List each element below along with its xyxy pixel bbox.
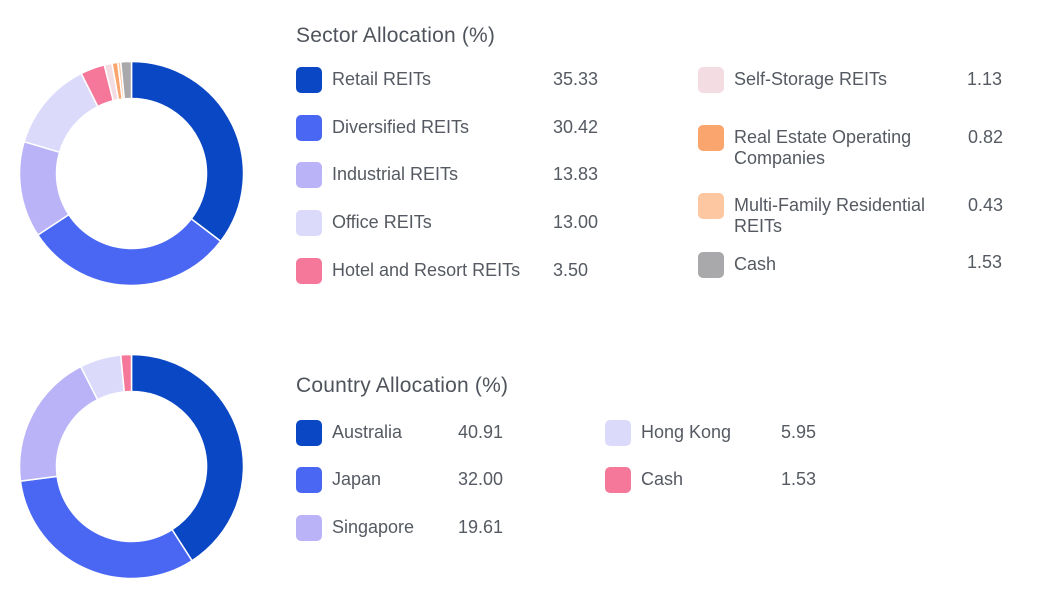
sector-legend-item-diversified-reits: Diversified REITs	[296, 115, 547, 141]
sector-legend-item-multi-family-residential-reits: Multi-Family Residential REITs	[698, 193, 959, 237]
legend-label: Hotel and Resort REITs	[332, 260, 521, 280]
country-legend-item-singapore: Singapore	[296, 515, 462, 541]
legend-swatch	[698, 252, 724, 278]
legend-swatch	[296, 515, 322, 541]
slice-diversified-reits	[36, 213, 222, 286]
country-legend-item-australia: Australia	[296, 420, 462, 446]
sector-legend-value-industrial-reits: 13.83	[553, 164, 599, 184]
sector-chart-title: Sector Allocation (%)	[296, 24, 496, 47]
sector-legend-item-industrial-reits: Industrial REITs	[296, 162, 547, 188]
sector-legend-item-hotel-and-resort-reits: Hotel and Resort REITs	[296, 258, 547, 284]
legend-swatch	[296, 467, 322, 493]
legend-swatch	[296, 115, 322, 141]
country-legend-item-japan: Japan	[296, 467, 462, 493]
sector-legend-value-multi-family-residential-reits: 0.43	[968, 195, 1004, 215]
legend-label: Hong Kong	[641, 422, 732, 442]
legend-label: Singapore	[332, 517, 415, 537]
country-donut-chart	[19, 354, 244, 579]
sector-legend-value-diversified-reits: 30.42	[553, 117, 599, 137]
legend-label: Self-Storage REITs	[734, 69, 888, 89]
legend-swatch	[698, 67, 724, 93]
legend-label: Office REITs	[332, 212, 432, 232]
sector-legend-item-real-estate-operating-companies: Real Estate Operating Companies	[698, 125, 959, 169]
country-legend-value-singapore: 19.61	[458, 517, 504, 537]
legend-label: Diversified REITs	[332, 117, 470, 137]
country-legend-value-australia: 40.91	[458, 422, 504, 442]
legend-label: Cash	[734, 254, 777, 274]
slice-cash	[119, 61, 133, 100]
legend-swatch	[296, 258, 322, 284]
country-legend-value-japan: 32.00	[458, 469, 504, 489]
legend-swatch	[698, 125, 724, 151]
legend-label: Real Estate Operating Companies	[734, 127, 912, 168]
slice-australia	[130, 354, 244, 562]
legend-swatch	[605, 467, 631, 493]
slice-retail-reits	[130, 61, 244, 243]
sector-legend-value-real-estate-operating-companies: 0.82	[968, 127, 1004, 147]
legend-label: Multi-Family Residential REITs	[734, 195, 926, 236]
legend-swatch	[296, 210, 322, 236]
legend-swatch	[296, 67, 322, 93]
sector-donut-chart	[19, 61, 244, 286]
legend-label: Japan	[332, 469, 382, 489]
sector-legend-item-cash: Cash	[698, 252, 959, 278]
legend-swatch	[296, 162, 322, 188]
legend-swatch	[296, 420, 322, 446]
country-legend-item-cash: Cash	[605, 467, 781, 493]
legend-label: Retail REITs	[332, 69, 432, 89]
country-chart-title: Country Allocation (%)	[296, 374, 509, 397]
sector-legend-value-retail-reits: 35.33	[553, 69, 599, 89]
sector-legend-value-cash: 1.53	[967, 252, 1003, 272]
slice-singapore	[19, 365, 99, 483]
legend-label: Industrial REITs	[332, 164, 459, 184]
legend-swatch	[605, 420, 631, 446]
slice-cash	[119, 354, 133, 393]
sector-legend-value-hotel-and-resort-reits: 3.50	[553, 260, 589, 280]
legend-swatch	[698, 193, 724, 219]
sector-legend-value-self-storage-reits: 1.13	[967, 69, 1003, 89]
slice-japan	[19, 475, 194, 579]
country-legend-item-hong-kong: Hong Kong	[605, 420, 781, 446]
legend-label: Cash	[641, 469, 684, 489]
sector-legend-item-retail-reits: Retail REITs	[296, 67, 547, 93]
legend-label: Australia	[332, 422, 403, 442]
sector-legend-item-self-storage-reits: Self-Storage REITs	[698, 67, 959, 93]
country-legend-value-hong-kong: 5.95	[781, 422, 817, 442]
sector-legend-value-office-reits: 13.00	[553, 212, 599, 232]
sector-legend-item-office-reits: Office REITs	[296, 210, 547, 236]
country-legend-value-cash: 1.53	[781, 469, 817, 489]
